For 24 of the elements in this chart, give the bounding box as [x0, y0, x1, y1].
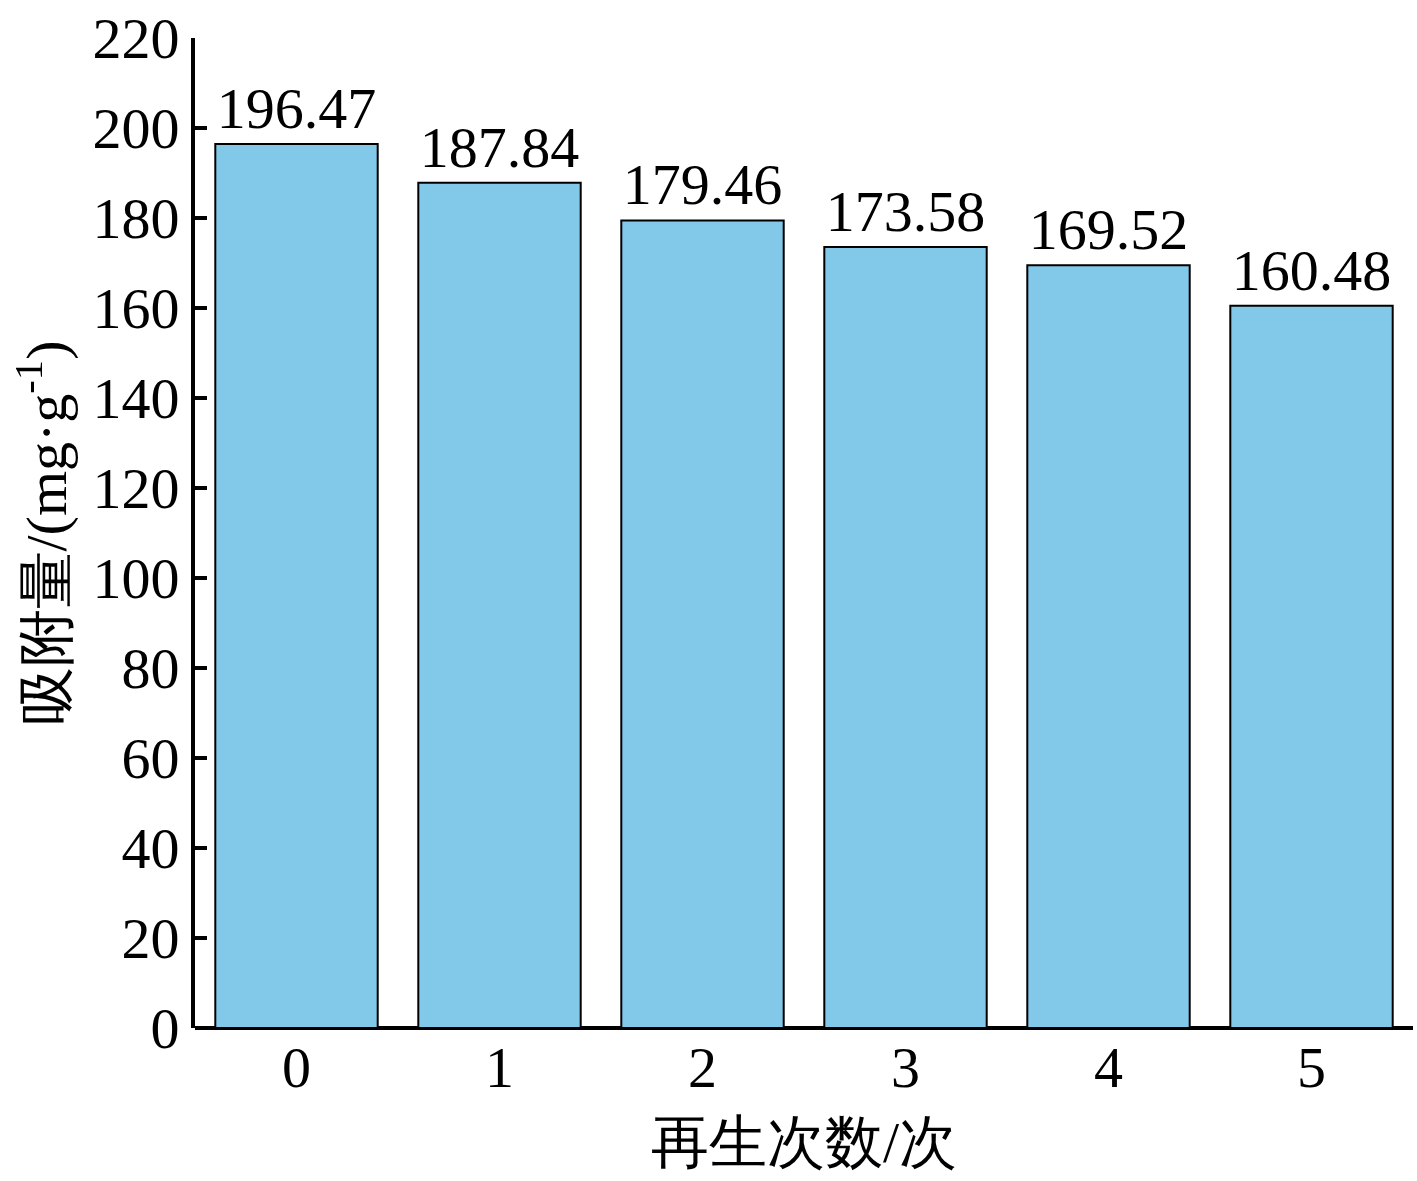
x-tick-label: 2 — [688, 1035, 717, 1100]
x-tick-label: 1 — [485, 1035, 514, 1100]
y-tick-label: 100 — [92, 546, 180, 612]
y-tick-label: 220 — [92, 6, 180, 72]
y-tick-label: 180 — [92, 186, 180, 252]
y-tick-label: 60 — [121, 726, 180, 792]
x-tick-label: 3 — [891, 1035, 920, 1100]
y-tick-label: 20 — [121, 906, 180, 972]
data-label: 173.58 — [825, 178, 986, 244]
data-label: 196.47 — [216, 75, 377, 141]
y-tick-label: 200 — [92, 96, 180, 162]
y-tick-label: 140 — [92, 366, 180, 432]
data-label: 169.52 — [1028, 197, 1189, 263]
x-axis-title: 再生次数/次 — [650, 1110, 958, 1176]
x-tick-label: 5 — [1297, 1035, 1326, 1100]
y-tick-label: 80 — [121, 636, 180, 702]
y-tick-label: 160 — [92, 276, 180, 342]
x-tick-label: 0 — [282, 1035, 311, 1100]
y-tick-label: 120 — [92, 456, 180, 522]
y-tick-label: 40 — [121, 816, 180, 882]
data-label: 187.84 — [419, 114, 580, 180]
x-tick-label: 4 — [1094, 1035, 1123, 1100]
data-label: 179.46 — [622, 152, 783, 218]
data-label: 160.48 — [1231, 237, 1392, 303]
